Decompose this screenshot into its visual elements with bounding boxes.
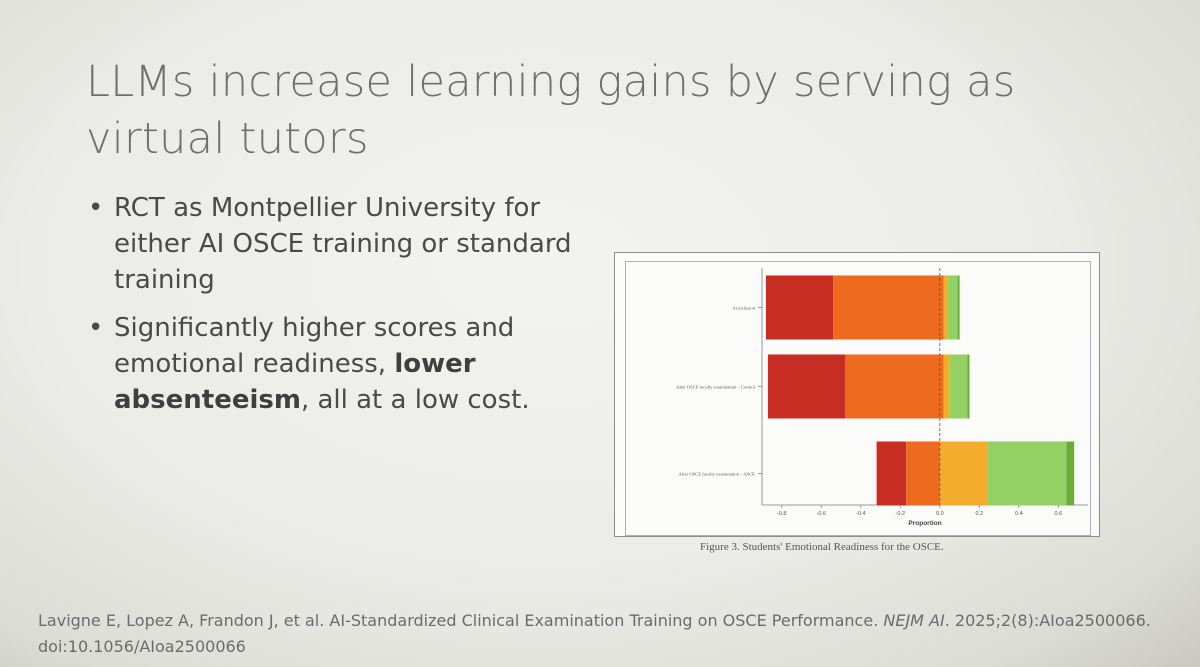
bar-segment: [967, 354, 970, 419]
x-axis-label: Proportion: [908, 520, 941, 527]
category-label: After OSCE faculty examination – ASCE: [679, 472, 756, 477]
bullet-list: • RCT as Montpellier University for eith…: [88, 190, 588, 430]
bar-segment: [876, 441, 907, 506]
category-label: At inclusion: [732, 306, 755, 311]
x-tick-label: -0.8: [777, 511, 786, 517]
bar-segment: [906, 441, 940, 506]
x-tick-label: -0.2: [896, 511, 905, 517]
citation-main: Lavigne E, Lopez A, Frandon J, et al. AI…: [38, 611, 884, 630]
x-tick-label: 0.0: [936, 511, 944, 517]
bar-segment: [767, 354, 845, 419]
bar-segment: [1066, 441, 1075, 506]
x-tick-label: -0.6: [817, 511, 826, 517]
bullet-text: Significantly higher scores and emotiona…: [114, 313, 530, 415]
figure-frame: At inclusion After OSCE faculty examinati…: [614, 252, 1100, 537]
slide-title: LLMs increase learning gains by serving …: [86, 57, 1016, 164]
bar-segment: [765, 275, 834, 340]
bar-segment: [987, 441, 1067, 506]
x-tick-label: 0.6: [1055, 511, 1063, 517]
figure-plot-area: At inclusion After OSCE faculty examinati…: [625, 261, 1091, 536]
bullet-bold-text: lower absenteeism: [114, 349, 476, 415]
bar-segment: [947, 275, 958, 340]
bar-segment: [949, 354, 968, 419]
x-tick-label: -0.4: [856, 511, 865, 517]
citation: Lavigne E, Lopez A, Frandon J, et al. AI…: [38, 608, 1158, 660]
bar-segment: [833, 275, 944, 340]
citation-journal: NEJM AI: [883, 611, 945, 630]
bar-segment: [943, 275, 948, 340]
category-label: After OSCE faculty examination – Control: [676, 385, 756, 390]
bullet-text-part: Significantly higher scores and emotiona…: [114, 313, 515, 379]
bullet-text: RCT as Montpellier University for either…: [114, 193, 572, 295]
bar-segment: [939, 441, 988, 506]
bullet-marker: •: [88, 313, 104, 343]
bullet-item: • Significantly higher scores and emotio…: [88, 310, 588, 418]
bar-segment: [957, 275, 960, 340]
diverging-bar-chart: At inclusion After OSCE faculty examinati…: [676, 268, 1088, 527]
bullet-text-part: , all at a low cost.: [300, 385, 530, 415]
bullet-item: • RCT as Montpellier University for eith…: [88, 190, 588, 298]
bar-segment: [943, 354, 950, 419]
bar-segment: [844, 354, 944, 419]
citation-rest: . 2025;2(8):AIoa2500066. doi:10.1056/AIo…: [38, 611, 1151, 656]
x-tick-label: 0.4: [1015, 511, 1023, 517]
x-tick-label: 0.2: [976, 511, 984, 517]
bullet-marker: •: [88, 193, 104, 223]
figure-caption: Figure 3. Students' Emotional Readiness …: [700, 541, 944, 553]
